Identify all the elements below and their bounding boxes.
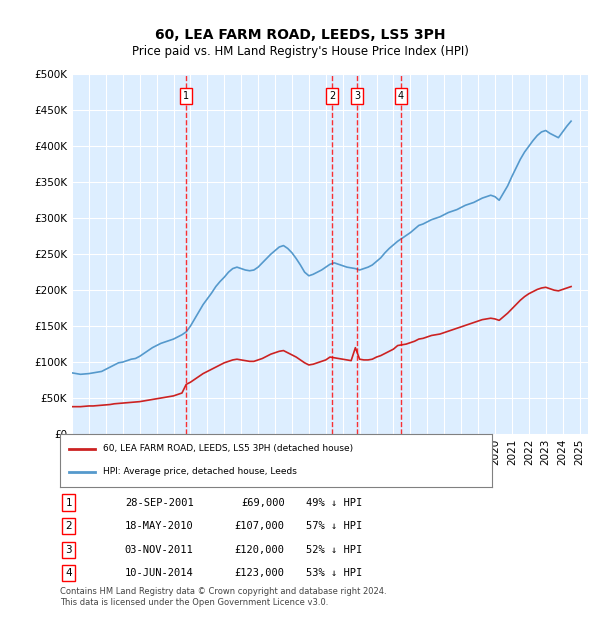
Text: 1: 1 xyxy=(65,497,72,508)
Text: 3: 3 xyxy=(65,544,72,555)
Text: 60, LEA FARM ROAD, LEEDS, LS5 3PH: 60, LEA FARM ROAD, LEEDS, LS5 3PH xyxy=(155,28,445,42)
Text: 10-JUN-2014: 10-JUN-2014 xyxy=(125,568,194,578)
Text: £123,000: £123,000 xyxy=(235,568,284,578)
Text: 18-MAY-2010: 18-MAY-2010 xyxy=(125,521,194,531)
Text: 2: 2 xyxy=(65,521,72,531)
Text: Contains HM Land Registry data © Crown copyright and database right 2024.
This d: Contains HM Land Registry data © Crown c… xyxy=(60,587,386,606)
Text: 57% ↓ HPI: 57% ↓ HPI xyxy=(306,521,362,531)
Text: Price paid vs. HM Land Registry's House Price Index (HPI): Price paid vs. HM Land Registry's House … xyxy=(131,45,469,58)
Text: 4: 4 xyxy=(65,568,72,578)
Text: 49% ↓ HPI: 49% ↓ HPI xyxy=(306,497,362,508)
Text: 52% ↓ HPI: 52% ↓ HPI xyxy=(306,544,362,555)
Text: 4: 4 xyxy=(398,91,404,101)
Text: £107,000: £107,000 xyxy=(235,521,284,531)
Text: 28-SEP-2001: 28-SEP-2001 xyxy=(125,497,194,508)
Text: 2: 2 xyxy=(329,91,335,101)
Text: 1: 1 xyxy=(183,91,189,101)
Text: 53% ↓ HPI: 53% ↓ HPI xyxy=(306,568,362,578)
Text: 03-NOV-2011: 03-NOV-2011 xyxy=(125,544,194,555)
Text: HPI: Average price, detached house, Leeds: HPI: Average price, detached house, Leed… xyxy=(103,467,297,476)
Text: £120,000: £120,000 xyxy=(235,544,284,555)
Text: 60, LEA FARM ROAD, LEEDS, LS5 3PH (detached house): 60, LEA FARM ROAD, LEEDS, LS5 3PH (detac… xyxy=(103,445,353,453)
Text: £69,000: £69,000 xyxy=(241,497,284,508)
Text: 3: 3 xyxy=(354,91,360,101)
